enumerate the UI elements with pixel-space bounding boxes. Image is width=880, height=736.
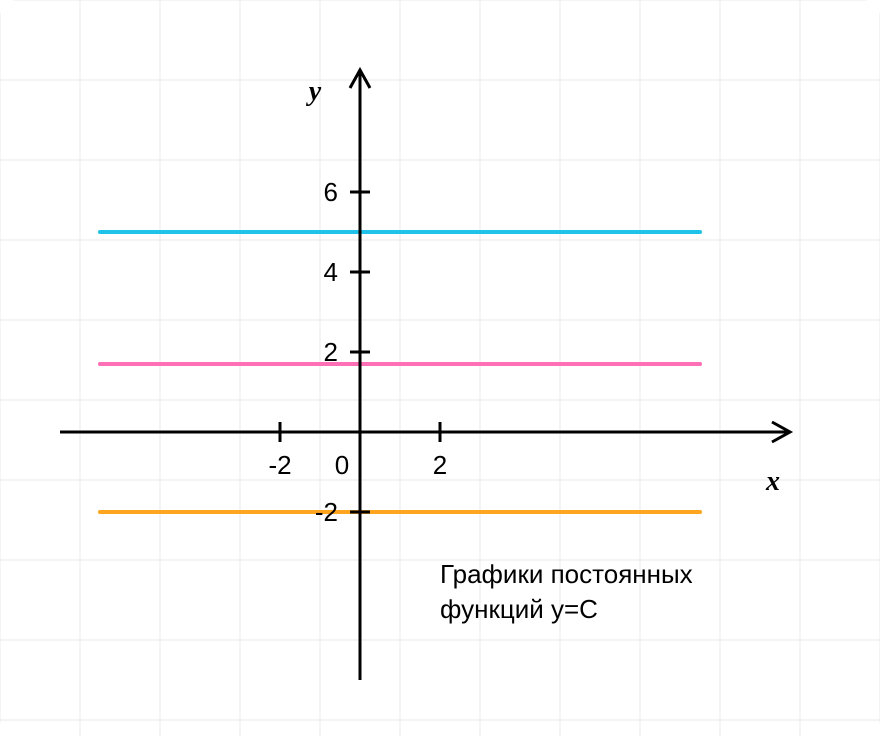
chart-svg: -2 2 2 4 6 -2 0 y x Графики постоянных функций y=C xyxy=(0,0,880,736)
y-axis-label: y xyxy=(306,76,322,107)
origin-label: 0 xyxy=(335,450,349,480)
y-tick-label: -2 xyxy=(315,497,338,527)
y-tick-label: 2 xyxy=(324,337,338,367)
chart-caption-line1: Графики постоянных xyxy=(440,559,693,589)
x-axis-label: x xyxy=(765,466,780,497)
x-tick-label: 2 xyxy=(433,450,447,480)
chart-caption-line2: функций y=C xyxy=(440,594,598,624)
y-tick-label: 6 xyxy=(324,177,338,207)
chart-container: -2 2 2 4 6 -2 0 y x Графики постоянных функций y=C xyxy=(0,0,880,736)
y-tick-label: 4 xyxy=(324,257,338,287)
chart-background xyxy=(0,0,880,736)
x-tick-label: -2 xyxy=(268,450,291,480)
